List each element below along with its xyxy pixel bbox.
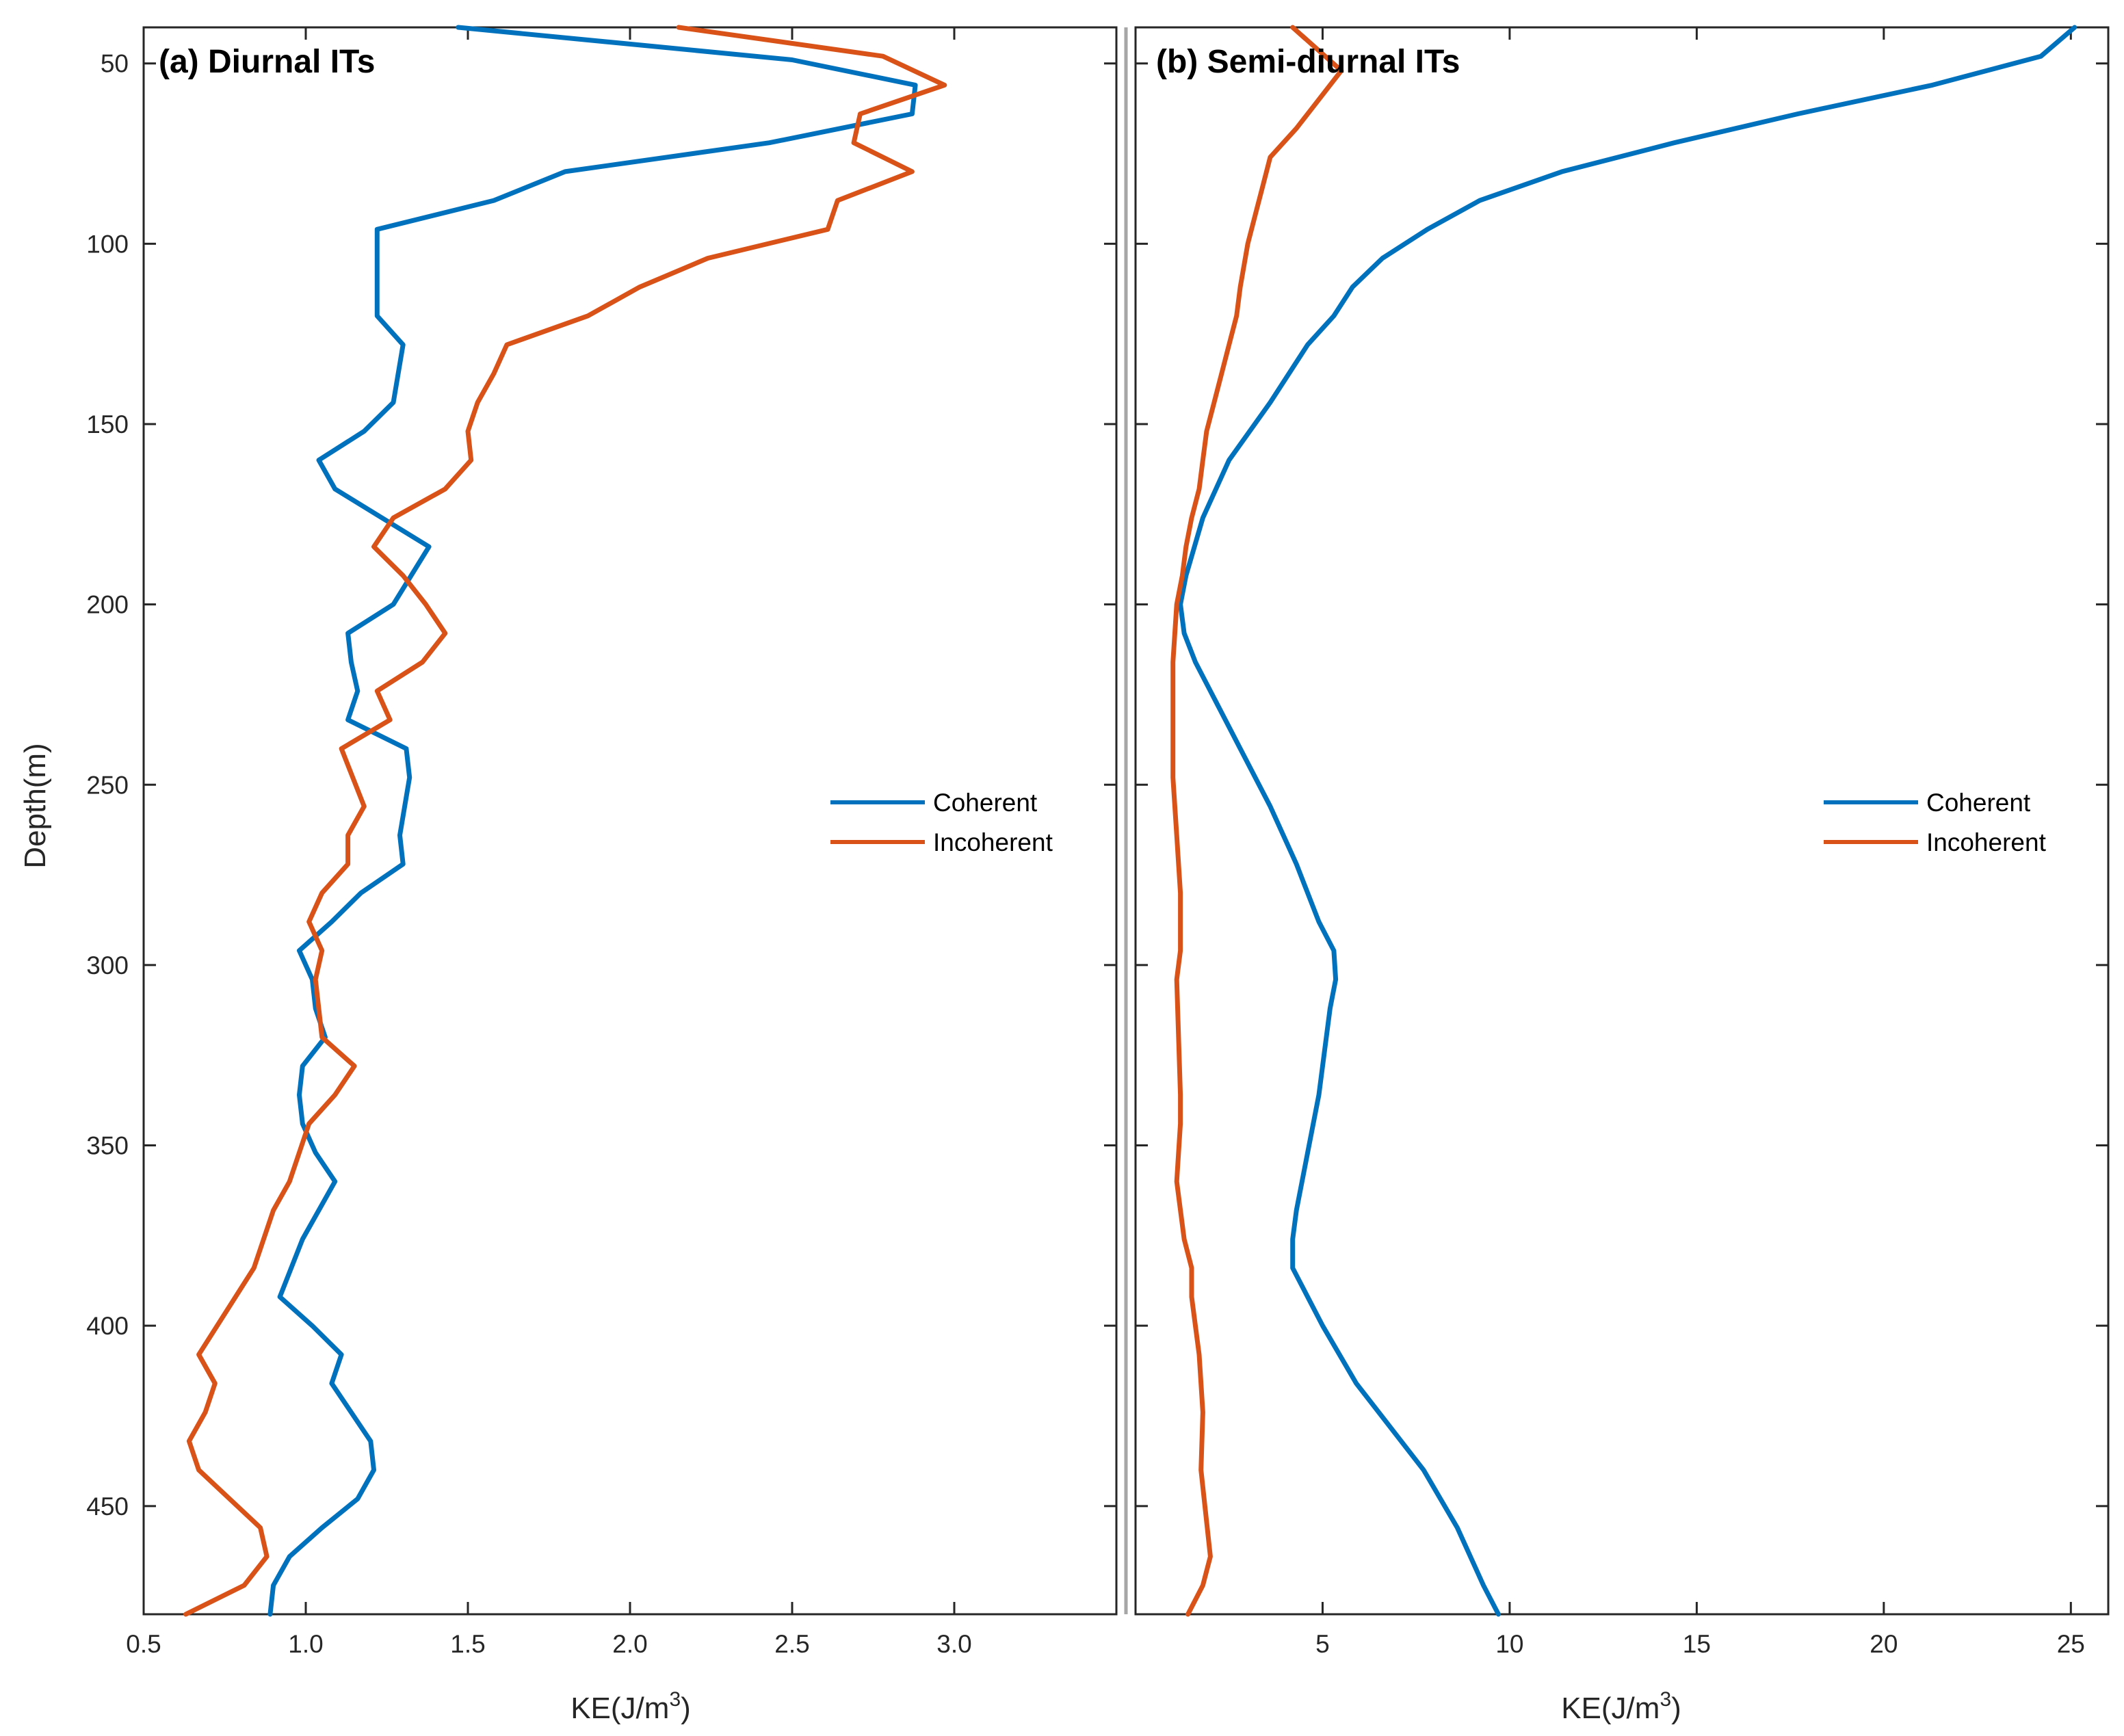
panel-a-xtick-label: 2.0 [612,1630,647,1658]
panel-a-xtick-label: 0.5 [126,1630,161,1658]
panel-a-ytick-label: 400 [86,1312,129,1340]
panel-b-lines [1170,25,2077,1617]
panel-a-ytick-label: 350 [86,1132,129,1160]
panel-a-ytick-label: 450 [86,1492,129,1521]
panel-b-xtick-label: 10 [1495,1630,1523,1658]
panel-a-xtick-label: 1.0 [288,1630,323,1658]
panel-a-xtick-label: 1.5 [450,1630,485,1658]
panel-b-xtick-label: 20 [1870,1630,1898,1658]
panel-b-xtick-label: 15 [1683,1630,1711,1658]
panel-a-ytick-label: 200 [86,591,129,619]
panel-a-ytick-label: 300 [86,951,129,979]
panel-b-legend-coherent-label: Coherent [1926,789,2031,817]
panel-b-coherent-line [1178,25,2077,1617]
panel-a-legend-coherent-label: Coherent [933,789,1038,817]
panel-a-yticks: 50 100 150 200 250 300 350 400 450 [86,50,1116,1521]
panel-a-legend: Coherent Incoherent [830,789,1053,856]
panel-b-yticks [1136,62,2108,1508]
panel-a-xticks: 0.5 1.0 1.5 2.0 2.5 3.0 [126,27,972,1658]
panel-a-title: (a) Diurnal ITs [159,44,375,80]
panel-a-xtick-label: 3.0 [936,1630,971,1658]
panel-b-xtick-label: 5 [1315,1630,1330,1658]
panel-b-xticks: 5 10 15 20 25 [1315,27,2085,1658]
panel-a-axes-box [142,26,1118,1616]
panel-b-legend: Coherent Incoherent [1824,789,2047,856]
panel-a-x-axis-label: KE(J/m3) [571,1688,691,1725]
panel-a-xtick-label: 2.5 [774,1630,809,1658]
panel-a-ytick-label: 150 [86,410,129,438]
panel-a-incoherent-line [183,25,947,1617]
panel-b-legend-incoherent-label: Incoherent [1926,828,2047,856]
panel-a-ytick-label: 250 [86,771,129,799]
panel-b-title: (b) Semi-diurnal ITs [1156,44,1460,80]
panel-b-incoherent-line [1170,25,1344,1617]
panel-a-coherent-line [267,25,918,1617]
y-axis-label: Depth(m) [18,743,52,868]
panel-b: 5 10 15 20 25 (b) Semi-diurnal ITs KE(J/m3) … [1134,25,2110,1725]
panel-a: 0.5 1.0 1.5 2.0 2.5 3.0 50 100 150 200 250 300 350 4… [86,25,1118,1725]
panel-b-x-axis-label: KE(J/m3) [1561,1688,1681,1725]
panel-b-xtick-label: 25 [2057,1630,2085,1658]
panel-a-lines [183,25,947,1617]
panel-a-ytick-label: 100 [86,230,129,258]
panel-a-ytick-label: 50 [101,50,129,78]
panel-b-axes-box [1134,26,2110,1616]
panel-a-legend-incoherent-label: Incoherent [933,828,1053,856]
